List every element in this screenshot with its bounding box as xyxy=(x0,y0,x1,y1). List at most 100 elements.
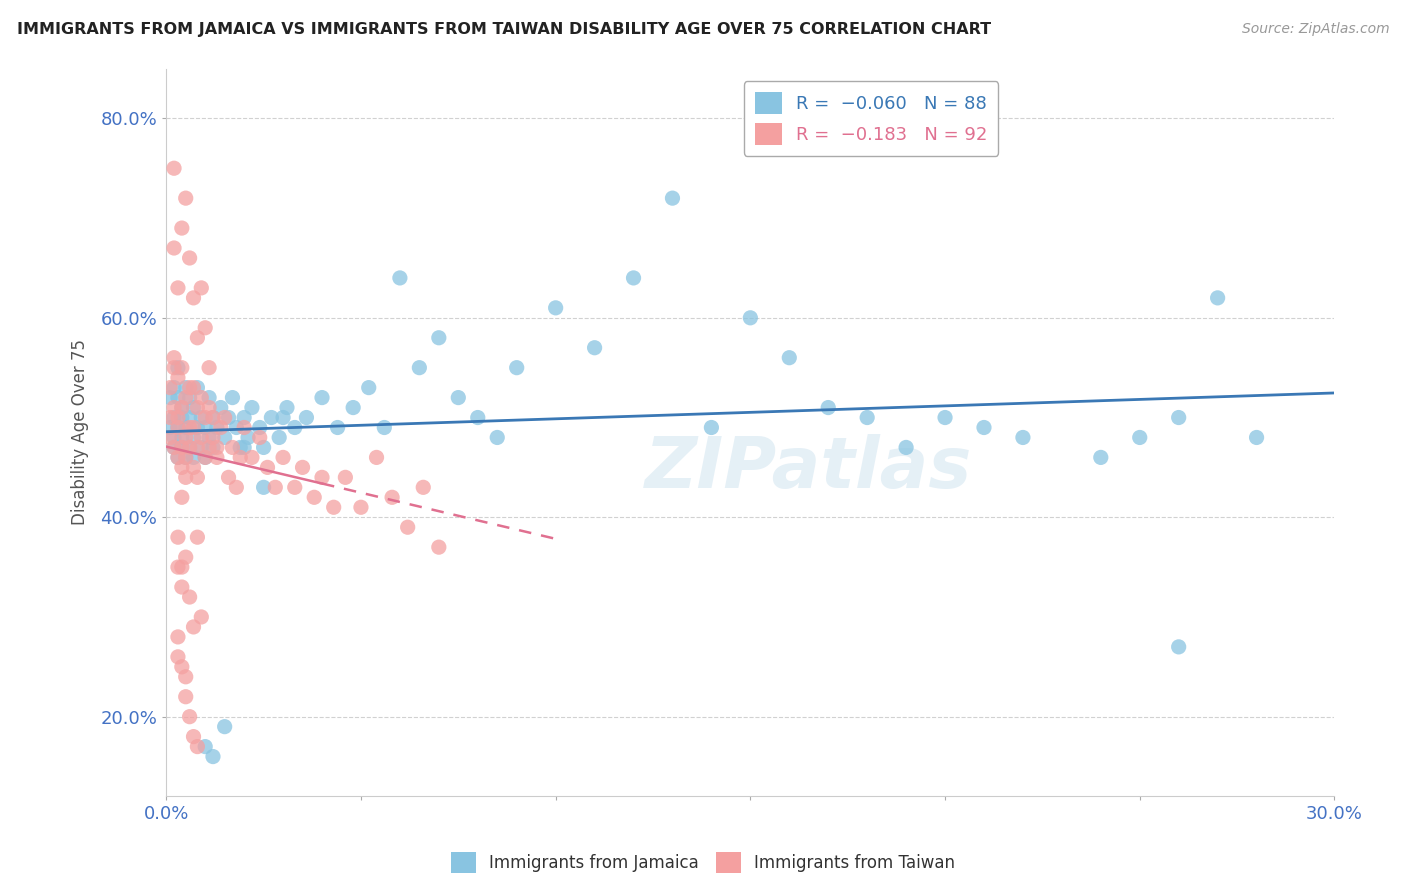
Point xyxy=(506,360,529,375)
Point xyxy=(1090,450,1112,465)
Text: ZIPatlas: ZIPatlas xyxy=(645,434,973,503)
Point xyxy=(174,391,197,405)
Point xyxy=(186,739,208,754)
Point xyxy=(209,420,232,434)
Point xyxy=(233,420,256,434)
Point xyxy=(183,401,205,415)
Point xyxy=(174,381,197,395)
Point xyxy=(167,649,190,664)
Point xyxy=(163,441,186,455)
Point xyxy=(311,391,333,405)
Point xyxy=(170,460,193,475)
Point xyxy=(183,430,205,444)
Point xyxy=(179,420,201,434)
Point xyxy=(170,560,193,574)
Point xyxy=(194,450,217,465)
Point xyxy=(174,191,197,205)
Point xyxy=(233,441,256,455)
Point xyxy=(174,420,197,434)
Point xyxy=(412,480,434,494)
Point xyxy=(170,221,193,235)
Point xyxy=(856,410,879,425)
Point xyxy=(170,401,193,415)
Point xyxy=(186,530,208,544)
Point xyxy=(167,450,190,465)
Point xyxy=(1012,430,1035,444)
Point xyxy=(170,441,193,455)
Point xyxy=(194,410,217,425)
Point xyxy=(225,420,247,434)
Point xyxy=(190,430,212,444)
Point xyxy=(467,410,489,425)
Point xyxy=(1129,430,1152,444)
Point xyxy=(183,420,205,434)
Point xyxy=(174,450,197,465)
Point xyxy=(973,420,995,434)
Point xyxy=(167,410,190,425)
Point xyxy=(163,351,186,365)
Point xyxy=(252,441,274,455)
Point xyxy=(190,410,212,425)
Point xyxy=(186,331,208,345)
Point xyxy=(174,690,197,704)
Point xyxy=(284,480,307,494)
Point xyxy=(167,370,190,384)
Point xyxy=(194,450,217,465)
Point xyxy=(174,470,197,484)
Point xyxy=(350,500,373,515)
Point xyxy=(225,480,247,494)
Point xyxy=(276,401,298,415)
Point xyxy=(894,441,917,455)
Point xyxy=(174,670,197,684)
Point xyxy=(174,450,197,465)
Point xyxy=(396,520,419,534)
Y-axis label: Disability Age Over 75: Disability Age Over 75 xyxy=(72,340,89,525)
Point xyxy=(167,281,190,295)
Point xyxy=(190,281,212,295)
Point xyxy=(229,441,252,455)
Point xyxy=(179,381,201,395)
Point xyxy=(170,360,193,375)
Point xyxy=(159,420,181,434)
Point xyxy=(264,480,287,494)
Point xyxy=(256,460,278,475)
Point xyxy=(221,391,243,405)
Point xyxy=(214,720,236,734)
Point xyxy=(183,450,205,465)
Point xyxy=(163,401,186,415)
Point xyxy=(661,191,683,205)
Point xyxy=(700,420,723,434)
Point xyxy=(170,580,193,594)
Point xyxy=(229,450,252,465)
Point xyxy=(159,381,181,395)
Point xyxy=(544,301,567,315)
Point xyxy=(623,271,645,285)
Point xyxy=(198,360,221,375)
Point xyxy=(342,401,364,415)
Point xyxy=(179,410,201,425)
Point xyxy=(295,410,318,425)
Point xyxy=(163,410,186,425)
Point xyxy=(357,381,380,395)
Point xyxy=(190,610,212,624)
Point xyxy=(322,500,344,515)
Point xyxy=(163,360,186,375)
Point xyxy=(179,590,201,604)
Point xyxy=(186,401,208,415)
Point xyxy=(427,540,450,554)
Point xyxy=(252,480,274,494)
Point xyxy=(205,450,228,465)
Point xyxy=(271,450,294,465)
Point xyxy=(163,381,186,395)
Point xyxy=(167,360,190,375)
Point xyxy=(163,441,186,455)
Point xyxy=(163,430,186,444)
Point xyxy=(408,360,430,375)
Point xyxy=(260,410,283,425)
Point xyxy=(194,420,217,434)
Text: Source: ZipAtlas.com: Source: ZipAtlas.com xyxy=(1241,22,1389,37)
Point xyxy=(179,709,201,723)
Point xyxy=(186,441,208,455)
Point xyxy=(201,410,224,425)
Point xyxy=(179,441,201,455)
